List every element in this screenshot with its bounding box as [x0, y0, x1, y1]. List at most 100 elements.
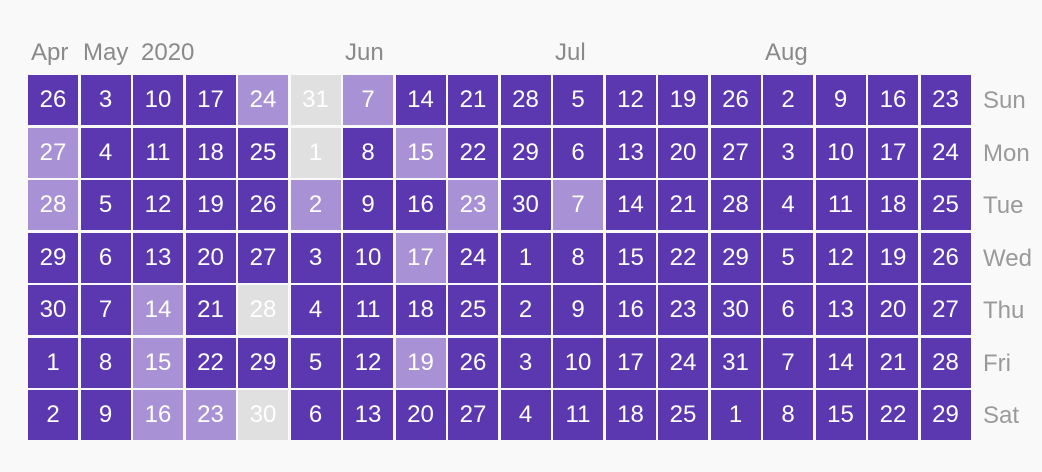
heatmap-cell[interactable]: 27 — [920, 285, 971, 335]
heatmap-cell[interactable]: 11 — [343, 285, 393, 335]
heatmap-cell[interactable]: 15 — [395, 127, 446, 178]
heatmap-cell[interactable]: 7 — [553, 180, 603, 230]
heatmap-cell[interactable]: 23 — [448, 180, 498, 230]
heatmap-cell[interactable]: 16 — [395, 180, 446, 230]
heatmap-cell[interactable]: 21 — [868, 337, 918, 388]
heatmap-cell[interactable]: 18 — [395, 285, 446, 335]
heatmap-cell[interactable]: 9 — [815, 75, 866, 125]
heatmap-cell[interactable]: 19 — [658, 75, 708, 125]
heatmap-cell[interactable]: 16 — [133, 390, 183, 440]
heatmap-cell[interactable]: 27 — [28, 127, 78, 178]
heatmap-cell[interactable]: 28 — [710, 180, 761, 230]
heatmap-cell[interactable]: 2 — [290, 180, 341, 230]
heatmap-cell[interactable]: 29 — [500, 127, 551, 178]
heatmap-cell[interactable]: 2 — [763, 75, 813, 125]
heatmap-cell[interactable]: 15 — [605, 232, 656, 283]
heatmap-cell[interactable]: 3 — [80, 75, 131, 125]
heatmap-cell[interactable]: 10 — [553, 337, 603, 388]
heatmap-cell[interactable]: 18 — [605, 390, 656, 440]
heatmap-cell[interactable]: 17 — [395, 232, 446, 283]
heatmap-cell[interactable]: 29 — [920, 390, 971, 440]
heatmap-cell[interactable]: 17 — [605, 337, 656, 388]
heatmap-cell[interactable]: 25 — [920, 180, 971, 230]
heatmap-cell[interactable]: 18 — [868, 180, 918, 230]
heatmap-cell[interactable]: 27 — [238, 232, 288, 283]
heatmap-cell[interactable]: 5 — [290, 337, 341, 388]
heatmap-cell[interactable]: 15 — [133, 337, 183, 388]
heatmap-cell[interactable]: 12 — [343, 337, 393, 388]
heatmap-cell[interactable]: 30 — [710, 285, 761, 335]
heatmap-cell[interactable]: 21 — [448, 75, 498, 125]
heatmap-cell[interactable]: 16 — [868, 75, 918, 125]
heatmap-cell[interactable]: 22 — [868, 390, 918, 440]
heatmap-cell[interactable]: 1 — [500, 232, 551, 283]
heatmap-cell[interactable]: 28 — [238, 285, 288, 335]
heatmap-cell[interactable]: 2 — [500, 285, 551, 335]
heatmap-cell[interactable]: 4 — [80, 127, 131, 178]
heatmap-cell[interactable]: 7 — [80, 285, 131, 335]
heatmap-cell[interactable]: 12 — [133, 180, 183, 230]
heatmap-cell[interactable]: 22 — [658, 232, 708, 283]
heatmap-cell[interactable]: 9 — [80, 390, 131, 440]
heatmap-cell[interactable]: 30 — [28, 285, 78, 335]
heatmap-cell[interactable]: 13 — [815, 285, 866, 335]
heatmap-cell[interactable]: 29 — [238, 337, 288, 388]
heatmap-cell[interactable]: 7 — [763, 337, 813, 388]
heatmap-cell[interactable]: 20 — [658, 127, 708, 178]
heatmap-cell[interactable]: 5 — [553, 75, 603, 125]
heatmap-cell[interactable]: 28 — [28, 180, 78, 230]
heatmap-cell[interactable]: 31 — [710, 337, 761, 388]
heatmap-cell[interactable]: 21 — [185, 285, 236, 335]
heatmap-cell[interactable]: 14 — [395, 75, 446, 125]
heatmap-cell[interactable]: 13 — [605, 127, 656, 178]
heatmap-cell[interactable]: 20 — [185, 232, 236, 283]
heatmap-cell[interactable]: 17 — [868, 127, 918, 178]
heatmap-cell[interactable]: 24 — [920, 127, 971, 178]
heatmap-cell[interactable]: 8 — [553, 232, 603, 283]
heatmap-cell[interactable]: 25 — [448, 285, 498, 335]
heatmap-cell[interactable]: 10 — [133, 75, 183, 125]
heatmap-cell[interactable]: 22 — [185, 337, 236, 388]
heatmap-cell[interactable]: 12 — [815, 232, 866, 283]
heatmap-cell[interactable]: 4 — [763, 180, 813, 230]
heatmap-cell[interactable]: 26 — [710, 75, 761, 125]
heatmap-cell[interactable]: 19 — [868, 232, 918, 283]
heatmap-cell[interactable]: 29 — [710, 232, 761, 283]
heatmap-cell[interactable]: 26 — [448, 337, 498, 388]
heatmap-cell[interactable]: 11 — [815, 180, 866, 230]
heatmap-cell[interactable]: 8 — [80, 337, 131, 388]
heatmap-cell[interactable]: 20 — [868, 285, 918, 335]
heatmap-cell[interactable]: 3 — [500, 337, 551, 388]
heatmap-cell[interactable]: 26 — [28, 75, 78, 125]
heatmap-cell[interactable]: 26 — [238, 180, 288, 230]
heatmap-cell[interactable]: 19 — [185, 180, 236, 230]
heatmap-cell[interactable]: 9 — [343, 180, 393, 230]
heatmap-cell[interactable]: 6 — [553, 127, 603, 178]
heatmap-cell[interactable]: 17 — [185, 75, 236, 125]
heatmap-cell[interactable]: 1 — [290, 127, 341, 178]
heatmap-cell[interactable]: 14 — [815, 337, 866, 388]
heatmap-cell[interactable]: 13 — [343, 390, 393, 440]
heatmap-cell[interactable]: 15 — [815, 390, 866, 440]
heatmap-cell[interactable]: 23 — [920, 75, 971, 125]
heatmap-cell[interactable]: 11 — [553, 390, 603, 440]
heatmap-cell[interactable]: 20 — [395, 390, 446, 440]
heatmap-cell[interactable]: 1 — [710, 390, 761, 440]
heatmap-cell[interactable]: 27 — [710, 127, 761, 178]
heatmap-cell[interactable]: 13 — [133, 232, 183, 283]
heatmap-cell[interactable]: 24 — [658, 337, 708, 388]
heatmap-cell[interactable]: 26 — [920, 232, 971, 283]
heatmap-cell[interactable]: 7 — [343, 75, 393, 125]
heatmap-cell[interactable]: 24 — [448, 232, 498, 283]
heatmap-cell[interactable]: 14 — [133, 285, 183, 335]
heatmap-cell[interactable]: 18 — [185, 127, 236, 178]
heatmap-cell[interactable]: 6 — [763, 285, 813, 335]
heatmap-cell[interactable]: 5 — [80, 180, 131, 230]
heatmap-cell[interactable]: 9 — [553, 285, 603, 335]
heatmap-cell[interactable]: 4 — [290, 285, 341, 335]
heatmap-cell[interactable]: 28 — [920, 337, 971, 388]
heatmap-cell[interactable]: 8 — [343, 127, 393, 178]
heatmap-cell[interactable]: 23 — [185, 390, 236, 440]
heatmap-cell[interactable]: 10 — [815, 127, 866, 178]
heatmap-cell[interactable]: 19 — [395, 337, 446, 388]
